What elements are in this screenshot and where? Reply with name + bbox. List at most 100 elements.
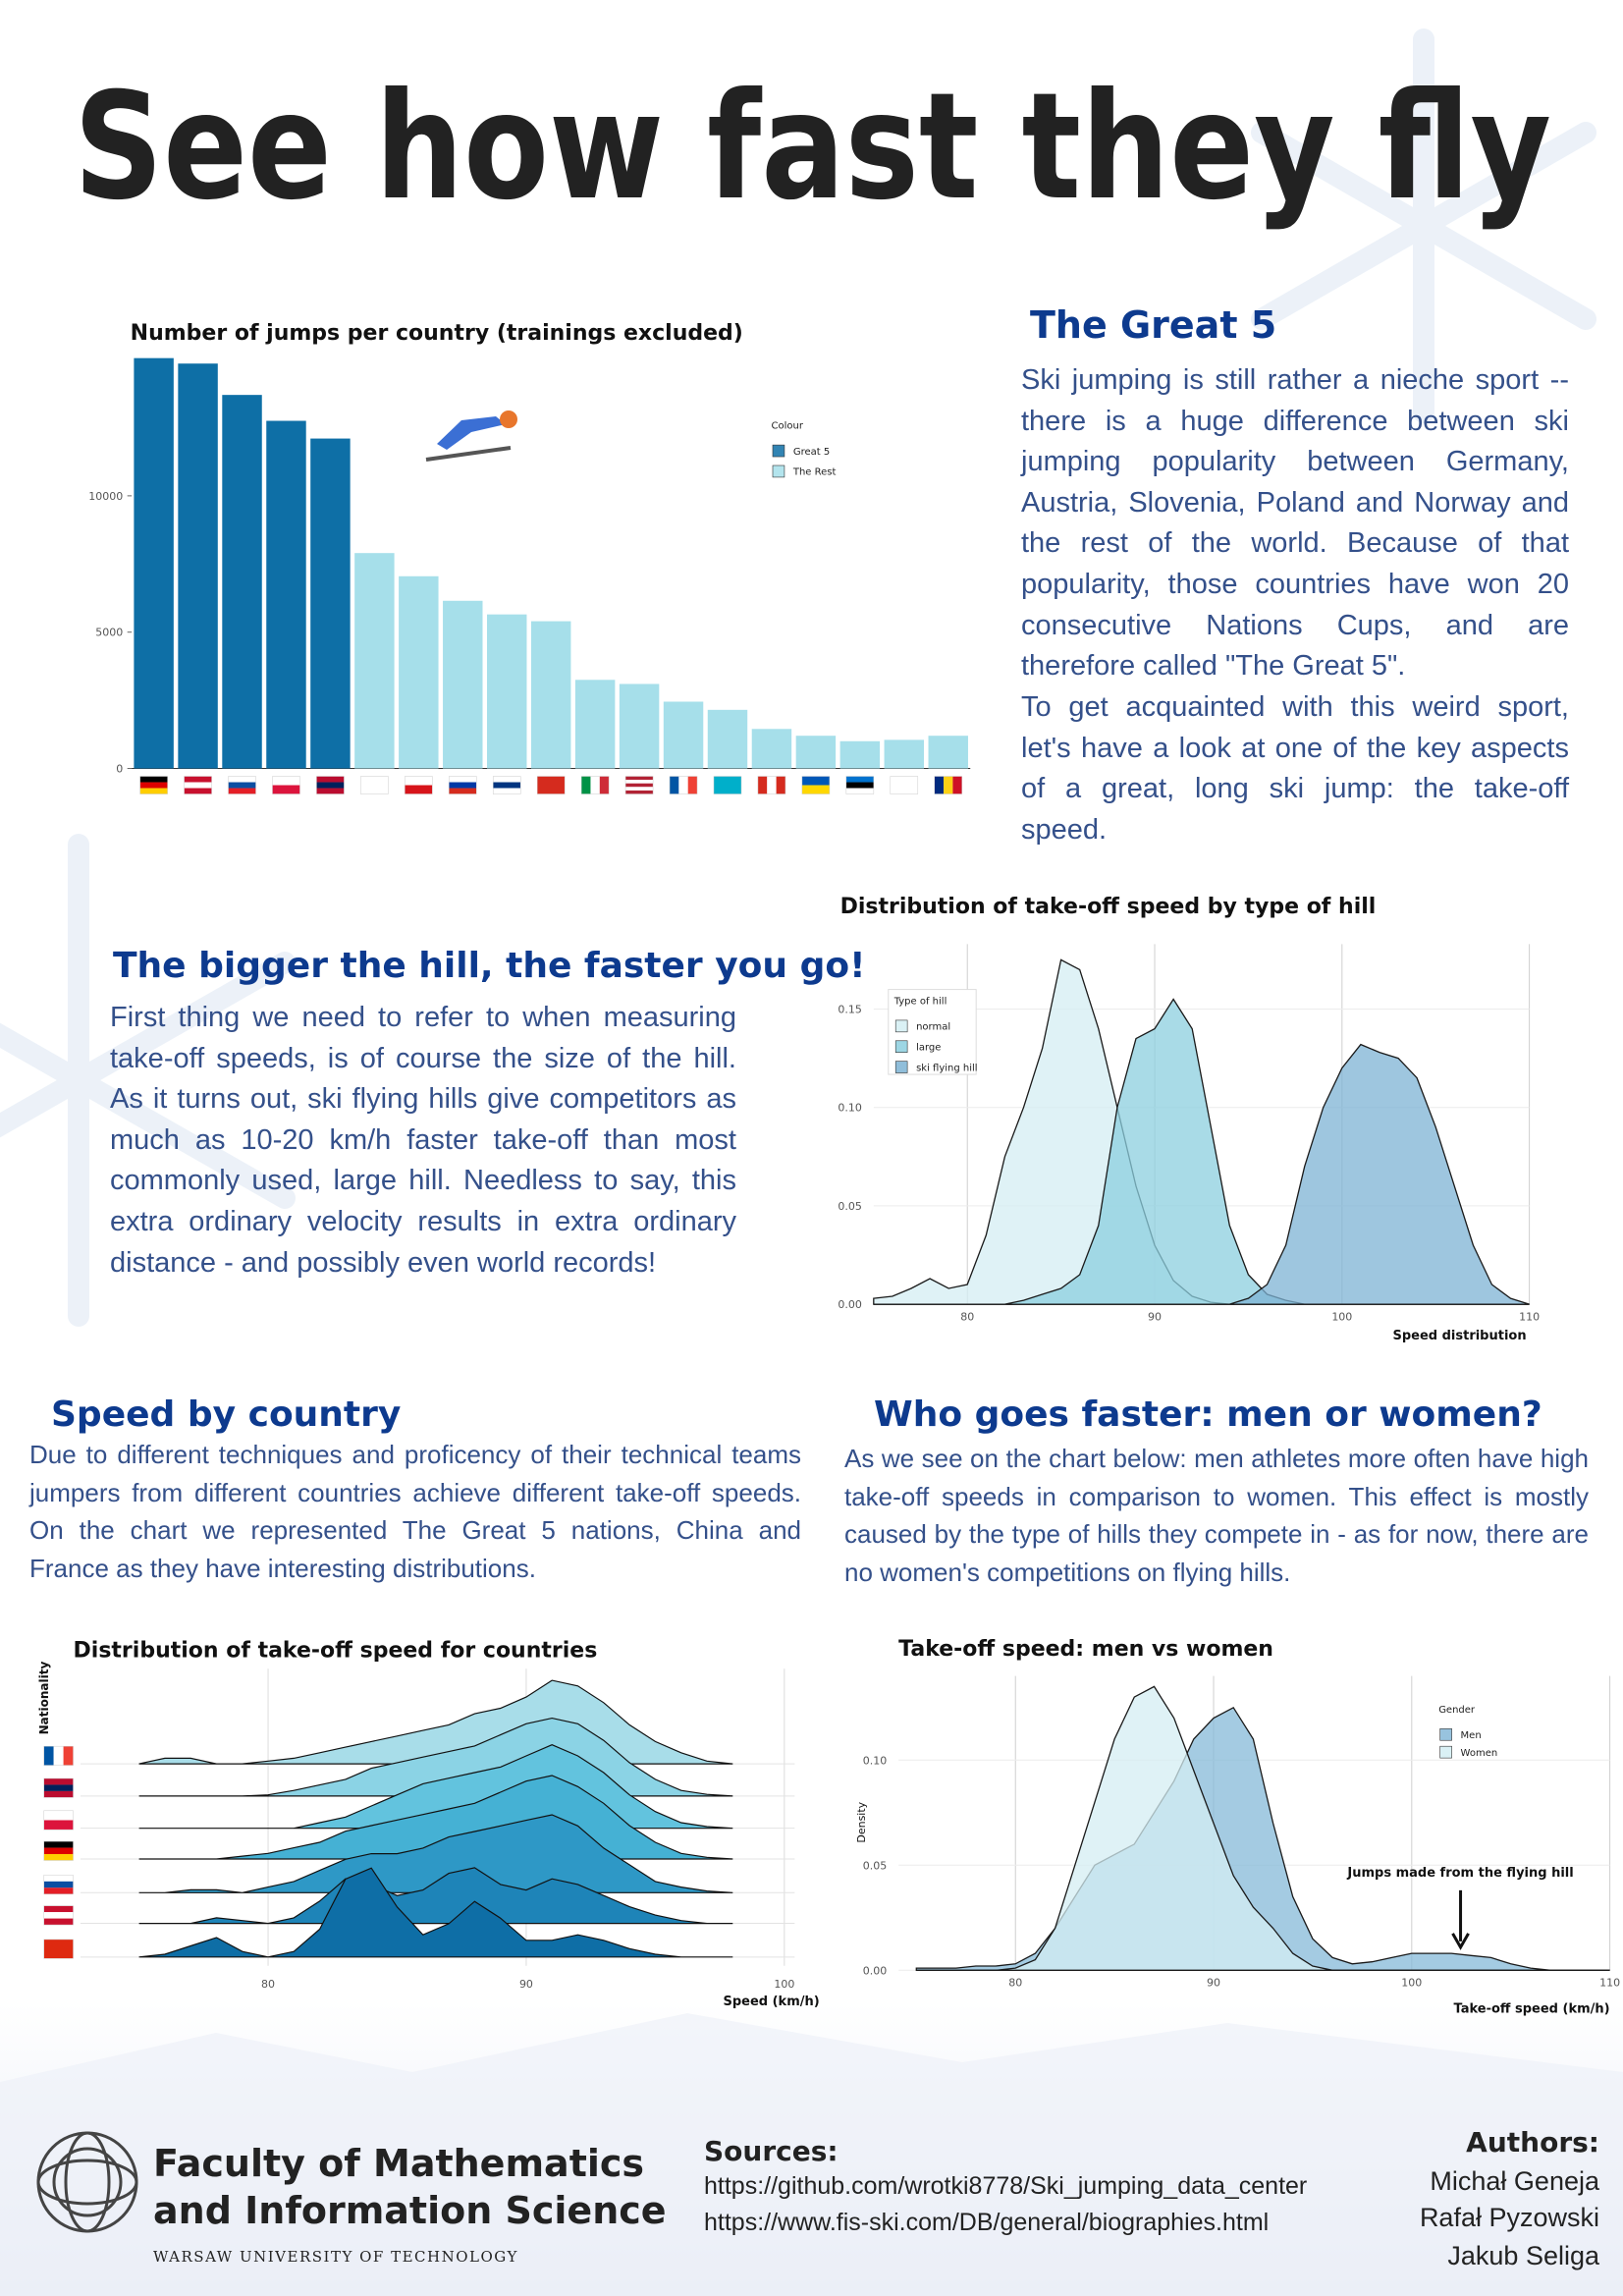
flag-stripe (43, 1784, 74, 1791)
flag (43, 1875, 74, 1894)
legend-label: Great 5 (793, 447, 830, 458)
sources-heading: Sources: (704, 2135, 839, 2167)
flag (43, 1905, 74, 1926)
university-name: WARSAW UNIVERSITY OF TECHNOLOGY (153, 2248, 518, 2266)
flag (624, 776, 654, 794)
y-tick-label: 10000 (88, 490, 123, 503)
flag-border (890, 776, 919, 794)
flag-border (405, 776, 433, 794)
paragraph: As we see on the chart below: men athlet… (844, 1444, 1589, 1587)
x-tick-label: 80 (1008, 1977, 1022, 1990)
bar (663, 701, 704, 769)
legend-title: Colour (772, 421, 804, 432)
flag (845, 776, 875, 794)
flag-border (845, 776, 875, 794)
flag (43, 1777, 74, 1798)
flag (184, 776, 212, 794)
legend-swatch (1439, 1728, 1452, 1741)
flag-stripe (43, 1820, 74, 1831)
chart-title: Distribution of take-off speed by type o… (840, 895, 1377, 919)
annotation: Jumps made from the flying hill (1346, 1866, 1573, 1881)
flag-border (43, 1939, 74, 1959)
legend-title: Gender (1438, 1705, 1476, 1716)
flag-stripe (625, 780, 654, 784)
legend-title: Type of hill (893, 997, 947, 1008)
faculty-logo (36, 2131, 138, 2233)
paragraph: To get acquainted with this weird sport,… (1021, 691, 1569, 846)
flag-stripe (228, 782, 256, 789)
flag-stripe (316, 776, 345, 783)
flag-stripe (272, 785, 300, 794)
flag-border (801, 776, 831, 794)
flag-stripe (43, 1887, 74, 1894)
authors-heading: Authors: (1466, 2126, 1599, 2159)
x-tick-label: 80 (960, 1310, 974, 1323)
bar (134, 357, 174, 769)
source-link[interactable]: https://www.fis-ski.com/DB/general/biogr… (704, 2209, 1269, 2236)
flag-stripe (53, 1746, 64, 1766)
flag-stripe (316, 788, 345, 794)
bar (487, 614, 527, 769)
flag-stripe (43, 1912, 74, 1919)
y-tick-label: 0.00 (838, 1298, 862, 1311)
bar (928, 736, 968, 769)
paragraph: First thing we need to refer to when mea… (110, 1002, 736, 1279)
density-area (873, 1043, 1530, 1305)
author-name: Rafał Pyzowski (1420, 2203, 1599, 2232)
flag-stripe (581, 776, 591, 794)
flag-stripe (43, 1810, 74, 1821)
y-axis-label: Density (855, 1801, 868, 1842)
author-name: Jakub Seliga (1447, 2241, 1600, 2270)
bar (751, 729, 792, 769)
legend-label: normal (916, 1022, 950, 1033)
flag-stripe (801, 776, 830, 786)
flag-stripe (360, 776, 389, 794)
flag-stripe (43, 1746, 54, 1766)
chart-title: Distribution of take-off speed for count… (74, 1638, 598, 1663)
annotation-arrowhead (1451, 1933, 1470, 1950)
flag-stripe (599, 776, 610, 794)
flag (43, 1810, 74, 1831)
bar (266, 420, 306, 769)
flag-stripe (934, 776, 945, 794)
mountains (0, 2013, 1623, 2296)
flag-stripe (139, 788, 168, 794)
chart-title: Take-off speed: men vs women (898, 1637, 1273, 1662)
flag-stripe (625, 783, 654, 788)
flag (228, 776, 256, 794)
legend-label: The Rest (792, 467, 837, 478)
flag-border (492, 776, 521, 794)
source-link[interactable]: https://github.com/wrotki8778/Ski_jumpin… (704, 2172, 1307, 2200)
flag-border (580, 776, 610, 794)
flag-stripe (625, 776, 654, 781)
flag (934, 776, 962, 794)
flag-border (669, 776, 698, 794)
flag-border (713, 776, 742, 794)
legend-swatch (772, 465, 785, 478)
flag-stripe (43, 1881, 74, 1888)
flag-stripe (493, 782, 521, 789)
flag-border (624, 776, 654, 794)
flag-border (43, 1905, 74, 1926)
flag-stripe (845, 782, 874, 789)
flag-stripe (43, 1854, 74, 1861)
ridge (138, 1814, 733, 1893)
flag (580, 776, 610, 794)
bar (354, 553, 395, 769)
flag-stripe (590, 776, 600, 794)
snowflake (0, 28, 1596, 1327)
legend-swatch (894, 1061, 908, 1073)
flag (890, 776, 919, 794)
flag-stripe (184, 782, 212, 789)
institution-line: and Information Science (153, 2189, 667, 2232)
legend-label: ski flying hill (916, 1063, 978, 1073)
flag-border (228, 776, 256, 794)
flag-stripe (493, 776, 521, 783)
y-tick-label: 0.10 (863, 1754, 888, 1767)
flag (360, 776, 389, 794)
x-tick-label: 80 (261, 1978, 275, 1991)
bar (310, 438, 351, 769)
flag-border (360, 776, 389, 794)
flag-border (272, 776, 300, 794)
